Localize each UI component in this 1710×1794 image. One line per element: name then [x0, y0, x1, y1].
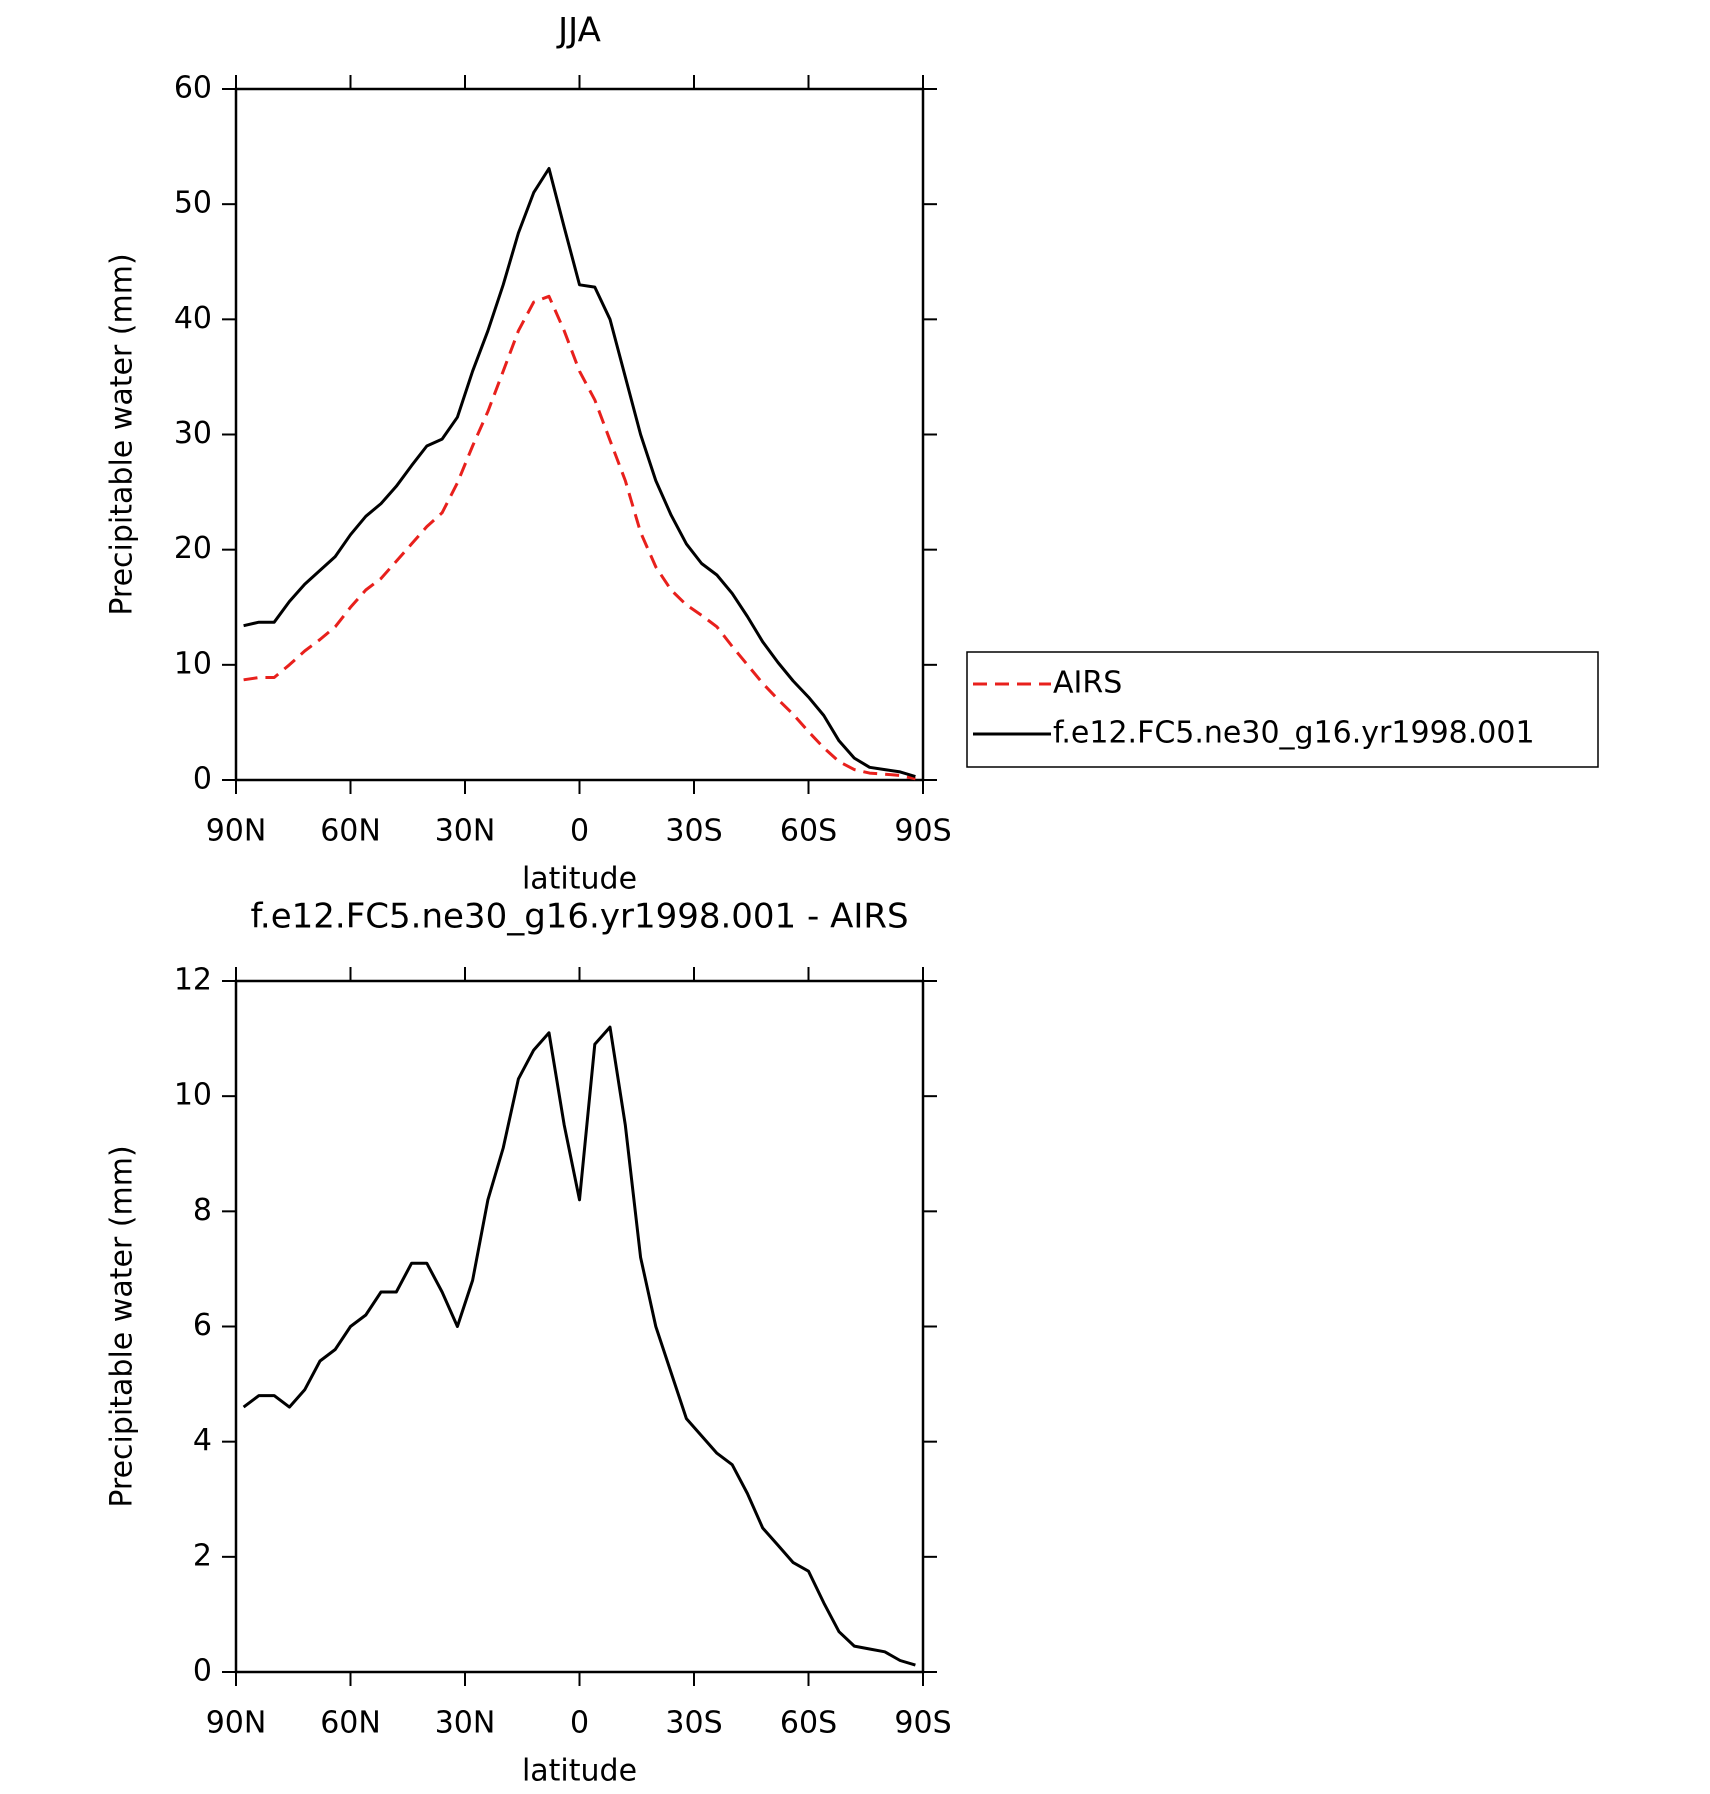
y-tick-label: 40: [174, 301, 212, 336]
y-axis-label: Precipitable water (mm): [105, 253, 140, 615]
y-tick-label: 8: [193, 1193, 212, 1228]
x-axis-label: latitude: [522, 1754, 637, 1789]
y-tick-label: 20: [174, 531, 212, 566]
chart-title: f.e12.FC5.ne30_g16.yr1998.001 - AIRS: [250, 897, 908, 937]
y-tick-label: 12: [174, 963, 212, 998]
legend-box: [966, 651, 1599, 768]
y-tick-label: 2: [193, 1538, 212, 1573]
y-tick-label: 6: [193, 1308, 212, 1343]
data-line: [243, 294, 916, 781]
x-tick-label: 30S: [665, 1706, 722, 1741]
x-tick-label: 60N: [320, 814, 381, 849]
y-tick-label: 4: [193, 1423, 212, 1458]
y-tick-label: 50: [174, 186, 212, 221]
y-tick-label: 0: [193, 1654, 212, 1689]
x-tick-label: 30N: [435, 1706, 496, 1741]
x-axis-label: latitude: [522, 862, 637, 897]
chart-title: JJA: [556, 11, 601, 51]
x-tick-label: 90N: [206, 814, 267, 849]
x-tick-label: 90S: [894, 814, 951, 849]
y-tick-label: 60: [174, 71, 212, 106]
y-tick-label: 0: [193, 762, 212, 797]
data-line: [243, 167, 916, 778]
x-tick-label: 90N: [206, 1706, 267, 1741]
x-tick-label: 60N: [320, 1706, 381, 1741]
x-tick-label: 0: [570, 1706, 589, 1741]
y-axis-label: Precipitable water (mm): [105, 1145, 140, 1507]
y-tick-label: 10: [174, 1078, 212, 1113]
x-tick-label: 30N: [435, 814, 496, 849]
x-tick-label: 60S: [780, 1706, 837, 1741]
plot-frame: [234, 87, 925, 782]
plot-frame: [234, 979, 925, 1674]
data-line: [242, 1025, 916, 1667]
x-tick-label: 30S: [665, 814, 722, 849]
x-tick-label: 90S: [894, 1706, 951, 1741]
x-tick-label: 0: [570, 814, 589, 849]
legend-label: f.e12.FC5.ne30_g16.yr1998.001: [1053, 716, 1535, 751]
legend-label: AIRS: [1053, 666, 1122, 701]
x-tick-label: 60S: [780, 814, 837, 849]
y-tick-label: 30: [174, 416, 212, 451]
y-tick-label: 10: [174, 646, 212, 681]
